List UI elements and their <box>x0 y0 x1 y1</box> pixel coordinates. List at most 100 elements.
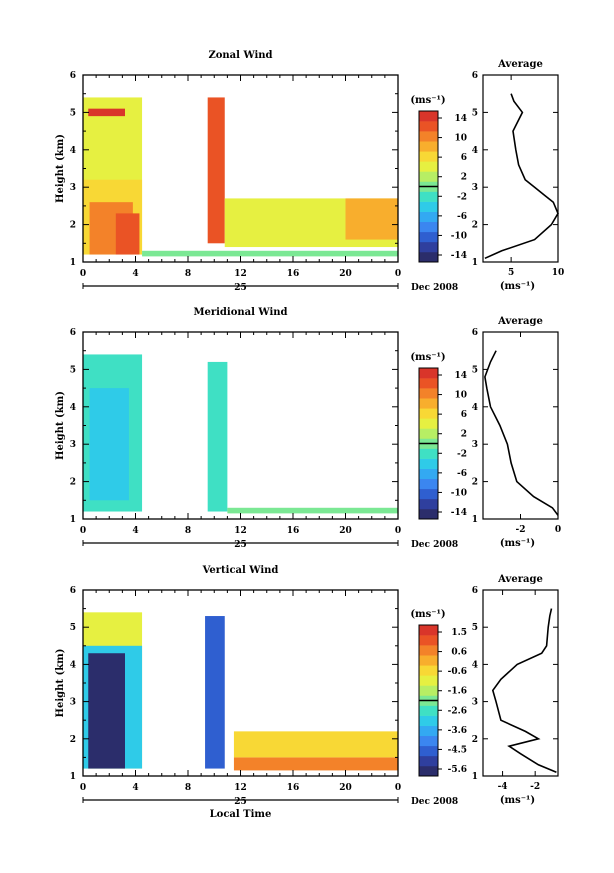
average-title: Average <box>497 574 543 585</box>
average-line <box>484 350 559 516</box>
y-tick-label: 1 <box>70 772 76 782</box>
heatmap-cell <box>115 213 140 255</box>
colorbar-swatch <box>419 211 438 223</box>
day-label: 25 <box>234 540 247 550</box>
average-profile: Average 1 2 3 4 5 6 -4 -2 (ms⁻¹) <box>472 574 559 806</box>
average-line <box>491 608 557 774</box>
average-x-tick-label: -2 <box>530 782 540 792</box>
x-tick-label: 20 <box>339 269 352 279</box>
colorbar-swatch <box>419 171 438 182</box>
date-label: Dec 2008 <box>411 540 458 550</box>
colorbar-swatch <box>419 418 438 429</box>
y-tick-label: 1 <box>70 258 76 268</box>
average-line <box>484 93 559 260</box>
colorbar-tick-label: 0.6 <box>451 648 467 658</box>
colorbar-swatch <box>419 388 438 399</box>
x-tick-label: 20 <box>339 526 352 536</box>
average-y-tick-label: 6 <box>472 328 478 338</box>
colorbar-tick-label: -2 <box>457 192 467 202</box>
colorbar-tick-label: -6 <box>457 212 467 222</box>
y-tick-label: 5 <box>70 108 76 118</box>
colorbar-swatch <box>419 241 438 253</box>
y-tick-label: 5 <box>70 623 76 633</box>
average-x-label: (ms⁻¹) <box>500 281 535 292</box>
colorbar-tick-label: 10 <box>454 134 467 144</box>
average-x-tick-label: 10 <box>552 268 565 278</box>
x-tick-label: 0 <box>80 269 86 279</box>
colorbar-swatch <box>419 498 438 510</box>
average-y-tick-label: 1 <box>472 258 478 268</box>
plot-title: Vertical Wind <box>202 565 279 576</box>
colorbar-tick-label: -1.6 <box>448 687 467 697</box>
colorbar-swatch <box>419 735 438 747</box>
average-x-tick-label: 5 <box>508 268 514 278</box>
y-tick-label: 2 <box>70 478 76 488</box>
x-tick-label: 16 <box>287 526 300 536</box>
colorbar-unit: (ms⁻¹) <box>410 352 445 363</box>
colorbar-tick-label: -2.6 <box>448 706 467 716</box>
colorbar-tick-label: 1.5 <box>451 628 467 638</box>
colorbar-swatch <box>419 251 438 263</box>
colorbar-tick-label: -0.6 <box>448 667 467 677</box>
colorbar-swatch <box>419 725 438 737</box>
colorbar-tick-label: -14 <box>451 251 467 261</box>
colorbar-tick-label: 6 <box>461 410 467 420</box>
heatmap-cell <box>88 108 125 117</box>
colorbar-tick-label: -5.6 <box>448 765 467 775</box>
average-y-tick-label: 2 <box>472 478 478 488</box>
average-profile: Average 1 2 3 4 5 6 5 10 (ms⁻¹) <box>472 59 565 292</box>
x-tick-label: 4 <box>132 269 138 279</box>
colorbar: 14 10 6 2 -2 -6 -10 -14 (ms⁻¹) <box>410 352 467 520</box>
colorbar-tick-label: -3.6 <box>448 726 467 736</box>
colorbar-swatch <box>419 508 438 520</box>
colorbar: 14 10 6 2 -2 -6 -10 -14 (ms⁻¹) <box>410 95 467 263</box>
heatmap-cells <box>83 612 398 771</box>
colorbar-tick-label: -14 <box>451 508 467 518</box>
colorbar-swatch <box>419 458 438 469</box>
average-title: Average <box>497 59 543 70</box>
y-tick-label: 3 <box>70 440 76 450</box>
colorbar-swatch <box>419 468 438 480</box>
average-y-tick-label: 5 <box>472 108 478 118</box>
x-tick-label: 8 <box>185 526 191 536</box>
colorbar-tick-label: 2 <box>461 430 467 440</box>
average-y-tick-label: 4 <box>472 660 478 670</box>
average-y-tick-label: 2 <box>472 735 478 745</box>
colorbar-swatch <box>419 635 438 646</box>
colorbar-swatch <box>419 755 438 767</box>
colorbar-swatch <box>419 625 438 636</box>
day-label: 25 <box>234 797 247 807</box>
heatmap-cell <box>227 507 398 514</box>
y-tick-label: 2 <box>70 221 76 231</box>
x-tick-label: 0 <box>395 783 401 793</box>
colorbar-tick-label: -6 <box>457 469 467 479</box>
heatmap-cell <box>142 250 398 257</box>
y-tick-label: 3 <box>70 698 76 708</box>
average-y-tick-label: 1 <box>472 772 478 782</box>
colorbar-swatch <box>419 655 438 666</box>
plot-title: Zonal Wind <box>208 50 272 61</box>
colorbar-swatch <box>419 151 438 162</box>
heatmap-cell <box>233 731 398 758</box>
x-tick-label: 8 <box>185 783 191 793</box>
y-tick-label: 4 <box>70 660 76 670</box>
colorbar-swatch <box>419 111 438 122</box>
colorbar-swatch <box>419 705 438 716</box>
colorbar-tick-label: 14 <box>454 114 467 124</box>
average-frame <box>482 74 559 263</box>
heatmap-cell <box>207 361 228 512</box>
average-profile: Average 1 2 3 4 5 6 -2 0 (ms⁻¹) <box>472 316 561 549</box>
y-tick-label: 3 <box>70 183 76 193</box>
average-x-tick-label: -4 <box>498 782 508 792</box>
colorbar-unit: (ms⁻¹) <box>410 609 445 620</box>
colorbar-unit: (ms⁻¹) <box>410 95 445 106</box>
x-tick-label: 0 <box>80 783 86 793</box>
average-x-tick-label: 0 <box>555 525 561 535</box>
x-tick-label: 8 <box>185 269 191 279</box>
colorbar-swatch <box>419 408 438 419</box>
average-frame <box>482 589 559 777</box>
